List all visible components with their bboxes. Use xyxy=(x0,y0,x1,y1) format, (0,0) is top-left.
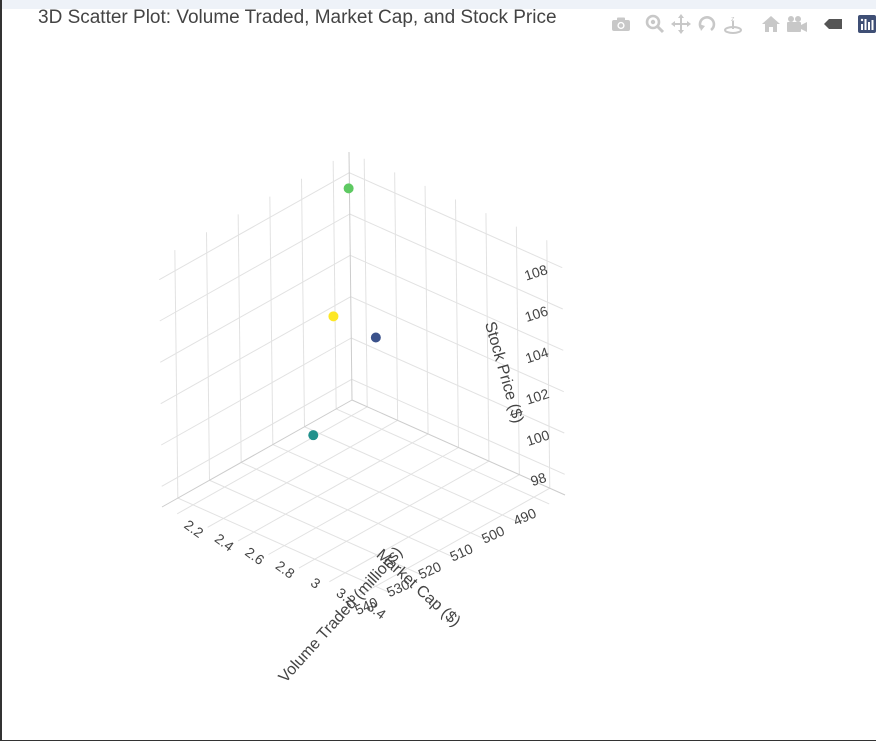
grid-line-wall-y xyxy=(269,196,274,445)
data-points xyxy=(308,183,381,441)
x-tick-label: 2.4 xyxy=(212,530,237,555)
grid-line-floor-y xyxy=(272,444,487,541)
chart-title: 3D Scatter Plot: Volume Traded, Market C… xyxy=(38,7,557,28)
data-point[interactable] xyxy=(370,332,381,343)
z-tick-label: 98 xyxy=(528,469,548,489)
camera-icon[interactable] xyxy=(608,11,634,37)
grid-line-wall-xz xyxy=(351,378,565,475)
data-point[interactable] xyxy=(328,311,339,322)
axis-labels: Volume Traded (millions)Market Cap ($)St… xyxy=(276,320,527,686)
grid-line-wall-x xyxy=(394,172,399,421)
grid-line-floor-x xyxy=(176,406,368,515)
grid-line-floor-y xyxy=(335,408,550,505)
modebar: z xyxy=(608,11,876,37)
box-edge xyxy=(351,399,566,496)
grid-line-wall-x xyxy=(363,158,368,407)
x-tick-label: 2.8 xyxy=(273,557,298,582)
grid-line-floor-x xyxy=(359,487,551,596)
grid-line-wall-xz xyxy=(349,213,563,310)
top-strip xyxy=(2,0,876,9)
grid-line-wall-yz xyxy=(159,213,350,322)
zoom-icon[interactable] xyxy=(642,11,668,37)
grid-line-wall-y xyxy=(237,214,242,463)
z-tick-label: 106 xyxy=(523,302,550,325)
grid-line-wall-x xyxy=(485,213,490,462)
x-tick-label: 2.6 xyxy=(242,544,267,569)
grid-line-floor-x xyxy=(237,433,429,542)
orbit-rotation-icon[interactable] xyxy=(694,11,720,37)
grid-line-floor-x xyxy=(298,460,490,569)
svg-text:z: z xyxy=(731,16,735,23)
grid-line-wall-x xyxy=(455,199,459,448)
box-edge xyxy=(348,151,353,401)
grid-line-floor-y xyxy=(177,497,392,594)
grid-line-wall-y xyxy=(174,250,179,499)
home-icon[interactable] xyxy=(758,11,784,37)
data-point[interactable] xyxy=(343,183,354,194)
pan-icon[interactable] xyxy=(668,11,694,37)
box-edge xyxy=(161,399,353,508)
z-tick-label: 108 xyxy=(522,261,549,284)
z-tick-label: 104 xyxy=(523,344,550,367)
data-point[interactable] xyxy=(308,430,319,441)
grid-line-wall-y xyxy=(301,178,305,427)
grid-line-floor-y xyxy=(209,479,423,576)
grid-line-wall-yz xyxy=(161,337,352,446)
turntable-rotation-icon[interactable]: z xyxy=(720,11,746,37)
grid-lines xyxy=(159,151,566,596)
grid-line-wall-y xyxy=(332,160,337,409)
z-tick-label: 100 xyxy=(524,426,551,449)
grid-line-floor-y xyxy=(240,461,455,558)
grid-line-floor-x xyxy=(329,474,520,583)
grid-line-wall-yz xyxy=(160,254,351,363)
grid-line-wall-xz xyxy=(349,172,563,269)
grid-line-wall-xz xyxy=(350,296,564,393)
grid-line-wall-yz xyxy=(159,172,350,281)
camera-view-icon[interactable] xyxy=(784,11,810,37)
grid-line-wall-x xyxy=(515,226,520,475)
z-tick-label: 102 xyxy=(524,385,551,408)
grid-line-wall-y xyxy=(206,232,210,481)
plotly-logo-icon[interactable] xyxy=(854,11,876,37)
grid-line-wall-yz xyxy=(160,296,351,405)
grid-line-floor-y xyxy=(304,426,518,523)
grid-line-floor-x xyxy=(207,419,398,528)
grid-line-wall-xz xyxy=(350,254,564,351)
grid-line-wall-x xyxy=(546,240,551,489)
x-tick-label: 3 xyxy=(308,574,324,592)
grid-line-wall-yz xyxy=(161,378,352,487)
grid-line-wall-x xyxy=(424,185,429,434)
x-tick-label: 2.2 xyxy=(181,517,206,542)
grid-line-wall-xz xyxy=(351,337,565,434)
grid-line-floor-x xyxy=(268,447,459,555)
hover-spike-icon[interactable] xyxy=(820,11,846,37)
